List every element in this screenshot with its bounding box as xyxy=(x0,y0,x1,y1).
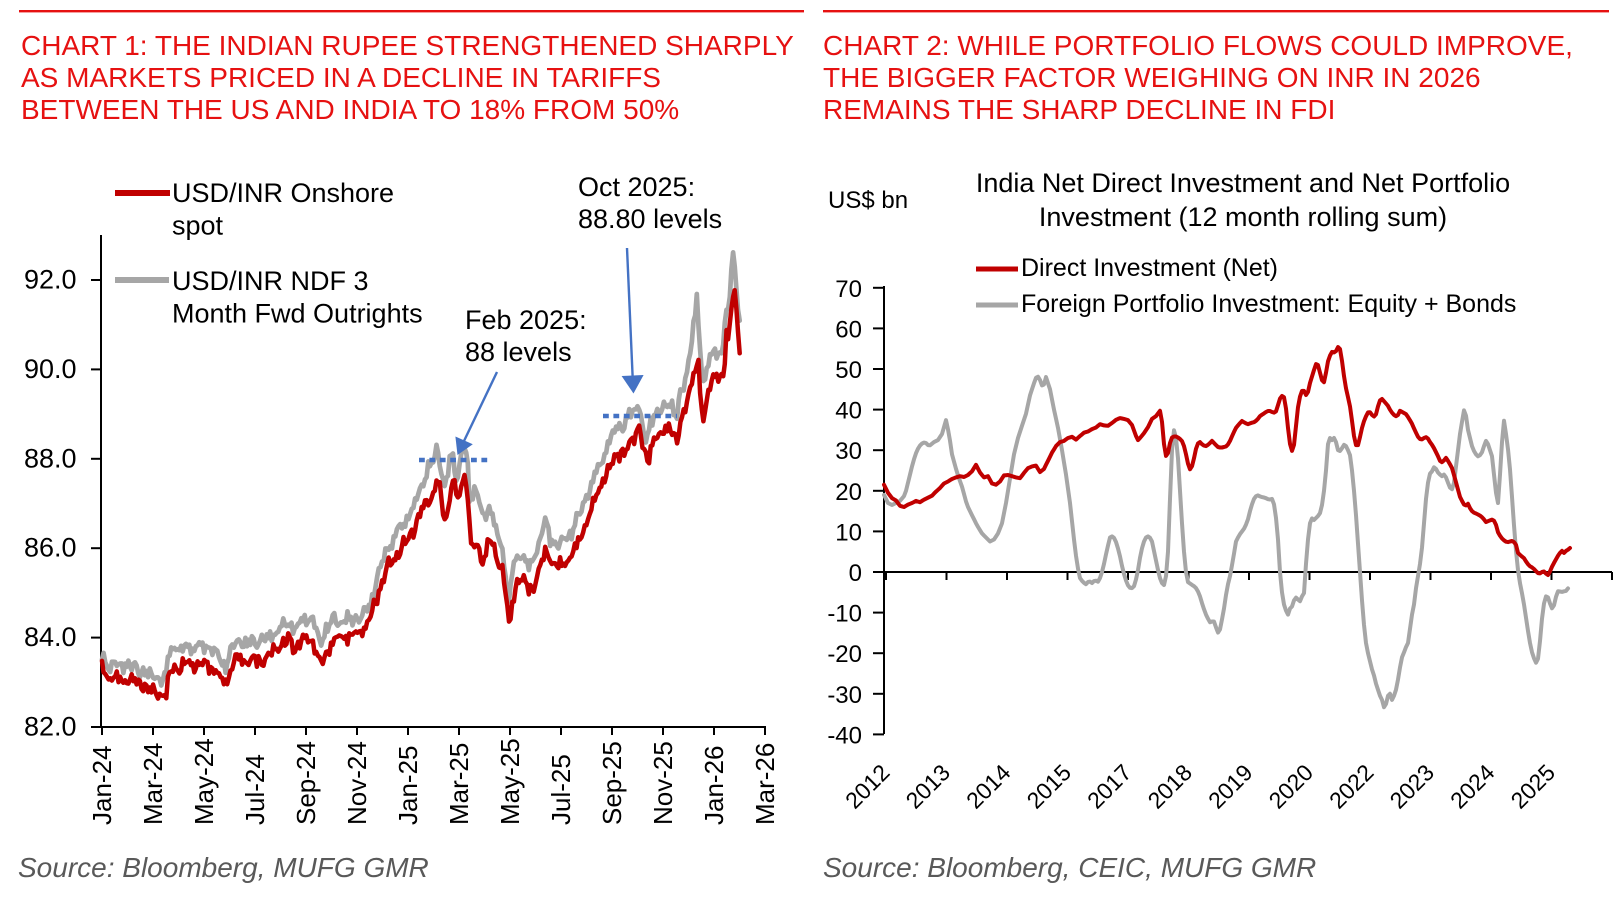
svg-text:88.80 levels: 88.80 levels xyxy=(578,204,722,234)
svg-text:Nov-24: Nov-24 xyxy=(342,741,372,825)
svg-text:Mar-24: Mar-24 xyxy=(138,743,168,825)
svg-text:Jul-24: Jul-24 xyxy=(240,754,270,825)
svg-text:May-24: May-24 xyxy=(189,738,219,825)
svg-text:AS MARKETS PRICED IN A DECLINE: AS MARKETS PRICED IN A DECLINE IN TARIFF… xyxy=(21,62,661,93)
svg-text:US$ bn: US$ bn xyxy=(828,187,908,214)
svg-text:Sep-25: Sep-25 xyxy=(597,741,627,825)
svg-text:Investment (12 month rolling s: Investment (12 month rolling sum) xyxy=(1039,202,1447,232)
svg-text:Foreign Portfolio Investment:: Foreign Portfolio Investment: Equity + B… xyxy=(1021,290,1516,318)
svg-text:May-25: May-25 xyxy=(495,738,525,825)
svg-text:Month Fwd Outrights: Month Fwd Outrights xyxy=(172,299,423,329)
svg-text:Oct 2025:: Oct 2025: xyxy=(578,172,695,202)
svg-text:-10: -10 xyxy=(827,601,862,628)
svg-text:Jan-26: Jan-26 xyxy=(699,746,729,826)
svg-text:Mar-25: Mar-25 xyxy=(444,743,474,825)
svg-text:82.0: 82.0 xyxy=(24,712,77,742)
svg-text:0: 0 xyxy=(849,560,862,587)
svg-text:India Net Direct Investment an: India Net Direct Investment and Net Port… xyxy=(976,168,1510,198)
svg-text:Sep-24: Sep-24 xyxy=(291,741,321,825)
svg-text:92.0: 92.0 xyxy=(24,265,77,295)
svg-text:86.0: 86.0 xyxy=(24,533,77,563)
svg-text:BETWEEN THE US AND INDIA TO 18: BETWEEN THE US AND INDIA TO 18% FROM 50% xyxy=(21,94,679,125)
svg-text:Source: Bloomberg, CEIC, MUFG: Source: Bloomberg, CEIC, MUFG GMR xyxy=(823,852,1316,883)
svg-text:Jul-25: Jul-25 xyxy=(546,754,576,825)
svg-text:88 levels: 88 levels xyxy=(465,337,572,367)
svg-text:70: 70 xyxy=(835,276,862,303)
svg-text:Source: Bloomberg, MUFG GMR: Source: Bloomberg, MUFG GMR xyxy=(18,852,429,883)
svg-text:84.0: 84.0 xyxy=(24,622,77,652)
svg-text:Feb 2025:: Feb 2025: xyxy=(465,305,587,335)
svg-text:USD/INR NDF 3: USD/INR NDF 3 xyxy=(172,266,369,296)
svg-text:CHART 1: THE INDIAN RUPEE STRE: CHART 1: THE INDIAN RUPEE STRENGTHENED S… xyxy=(21,30,794,61)
svg-text:USD/INR Onshore: USD/INR Onshore xyxy=(172,178,394,208)
svg-text:10: 10 xyxy=(835,519,862,546)
svg-text:spot: spot xyxy=(172,211,224,241)
svg-text:-20: -20 xyxy=(827,641,862,668)
svg-text:Nov-25: Nov-25 xyxy=(648,741,678,825)
svg-text:60: 60 xyxy=(835,316,862,343)
svg-text:Jan-25: Jan-25 xyxy=(393,746,423,826)
svg-text:Jan-24: Jan-24 xyxy=(87,746,117,826)
svg-text:20: 20 xyxy=(835,479,862,506)
svg-text:Mar-26: Mar-26 xyxy=(750,743,780,825)
svg-text:Direct Investment (Net): Direct Investment (Net) xyxy=(1021,254,1278,282)
svg-text:50: 50 xyxy=(835,357,862,384)
svg-text:-30: -30 xyxy=(827,682,862,709)
svg-text:REMAINS THE SHARP DECLINE IN F: REMAINS THE SHARP DECLINE IN FDI xyxy=(823,94,1335,125)
svg-text:THE BIGGER FACTOR WEIGHING ON: THE BIGGER FACTOR WEIGHING ON INR IN 202… xyxy=(823,62,1481,93)
svg-text:90.0: 90.0 xyxy=(24,354,77,384)
svg-text:30: 30 xyxy=(835,438,862,465)
svg-text:40: 40 xyxy=(835,398,862,425)
svg-text:-40: -40 xyxy=(827,722,862,749)
svg-text:CHART 2: WHILE PORTFOLIO FLOWS: CHART 2: WHILE PORTFOLIO FLOWS COULD IMP… xyxy=(823,30,1573,61)
svg-text:88.0: 88.0 xyxy=(24,443,77,473)
